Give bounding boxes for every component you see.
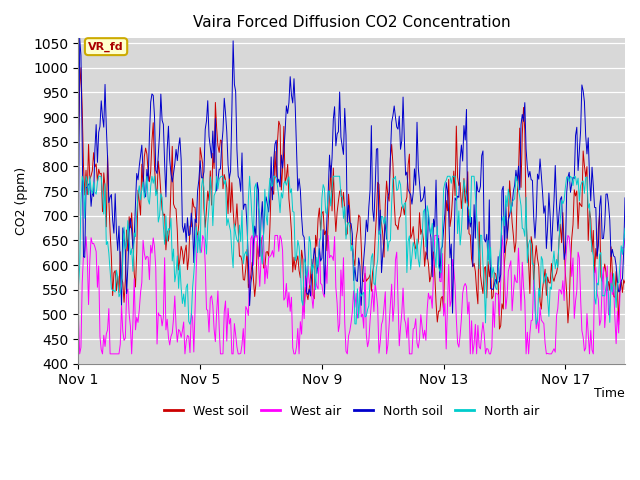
Line: West soil: West soil (79, 68, 625, 329)
North air (578, 179, 586, 185)
West air (578, 328, 586, 334)
North air (455, 208, 463, 214)
North air (497, 243, 504, 249)
West air (509, 290, 517, 296)
Title: Vaira Forced Diffusion CO2 Concentration: Vaira Forced Diffusion CO2 Concentration (193, 15, 511, 30)
West soil (118, 275, 125, 281)
West soil (455, 183, 463, 189)
West soil (498, 301, 506, 307)
North soil (449, 310, 456, 316)
West soil (75, 139, 83, 144)
North soil (498, 187, 506, 193)
West soil (621, 280, 629, 286)
West soil (393, 223, 401, 228)
Line: North soil: North soil (79, 38, 625, 313)
West air (75, 312, 83, 317)
West soil (509, 233, 517, 239)
North soil (75, 242, 83, 248)
West air (456, 333, 464, 338)
West soil (578, 204, 586, 210)
North air (75, 284, 83, 290)
Text: Time: Time (595, 386, 625, 399)
West air (498, 233, 506, 239)
North air (621, 226, 629, 231)
North air (508, 200, 516, 205)
Line: North air: North air (79, 176, 625, 324)
Line: West air: West air (79, 236, 625, 354)
West air (76, 351, 83, 357)
North soil (456, 156, 464, 162)
West air (194, 233, 202, 239)
West soil (77, 65, 84, 71)
West soil (495, 326, 503, 332)
North soil (393, 124, 401, 130)
Y-axis label: CO2 (ppm): CO2 (ppm) (15, 167, 28, 235)
North air (78, 173, 86, 179)
North air (118, 283, 125, 288)
North soil (118, 302, 125, 308)
North soil (509, 188, 517, 194)
North air (393, 188, 401, 193)
North soil (76, 35, 83, 41)
West air (118, 302, 125, 308)
North soil (578, 82, 586, 88)
Legend: West soil, West air, North soil, North air: West soil, West air, North soil, North a… (159, 400, 544, 422)
North air (532, 322, 540, 327)
North soil (621, 195, 629, 201)
West air (621, 236, 629, 241)
Text: VR_fd: VR_fd (88, 41, 124, 52)
West air (394, 296, 402, 302)
